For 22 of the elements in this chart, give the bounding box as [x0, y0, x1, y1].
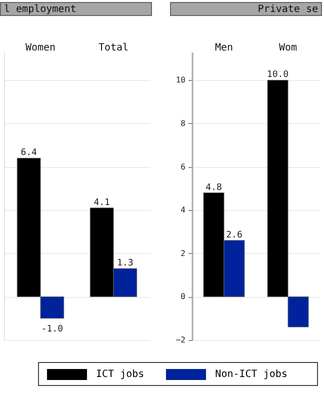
y-tick-label: −2 [176, 336, 186, 344]
x-tick-label: Total [98, 42, 129, 54]
data-label: 10.0 [266, 70, 289, 80]
data-label: 4.8 [206, 182, 222, 193]
y-tick-label: 8 [180, 118, 186, 128]
x-tick-label: Women [25, 42, 56, 54]
x-tick-label: Men [214, 42, 234, 54]
data-label: 6.4 [20, 148, 37, 158]
data-label: 1.3 [117, 258, 134, 269]
y-tick-label: 10 [176, 76, 186, 85]
chart-title: Private se [170, 2, 322, 16]
y-tick-label: 6 [180, 162, 186, 172]
chart-title: l employment [0, 2, 152, 16]
data-label: 4.1 [94, 198, 110, 208]
y-tick-label: 4 [180, 206, 186, 215]
x-tick-label: Wom [278, 42, 298, 54]
legend-label: ICT jobs [96, 368, 144, 380]
legend-label: Non-ICT jobs [215, 368, 288, 380]
data-label: -1.0 [41, 324, 64, 334]
y-tick-label: 2 [180, 248, 186, 258]
data-label: 2.6 [226, 230, 242, 240]
y-tick-label: 0 [180, 292, 186, 302]
